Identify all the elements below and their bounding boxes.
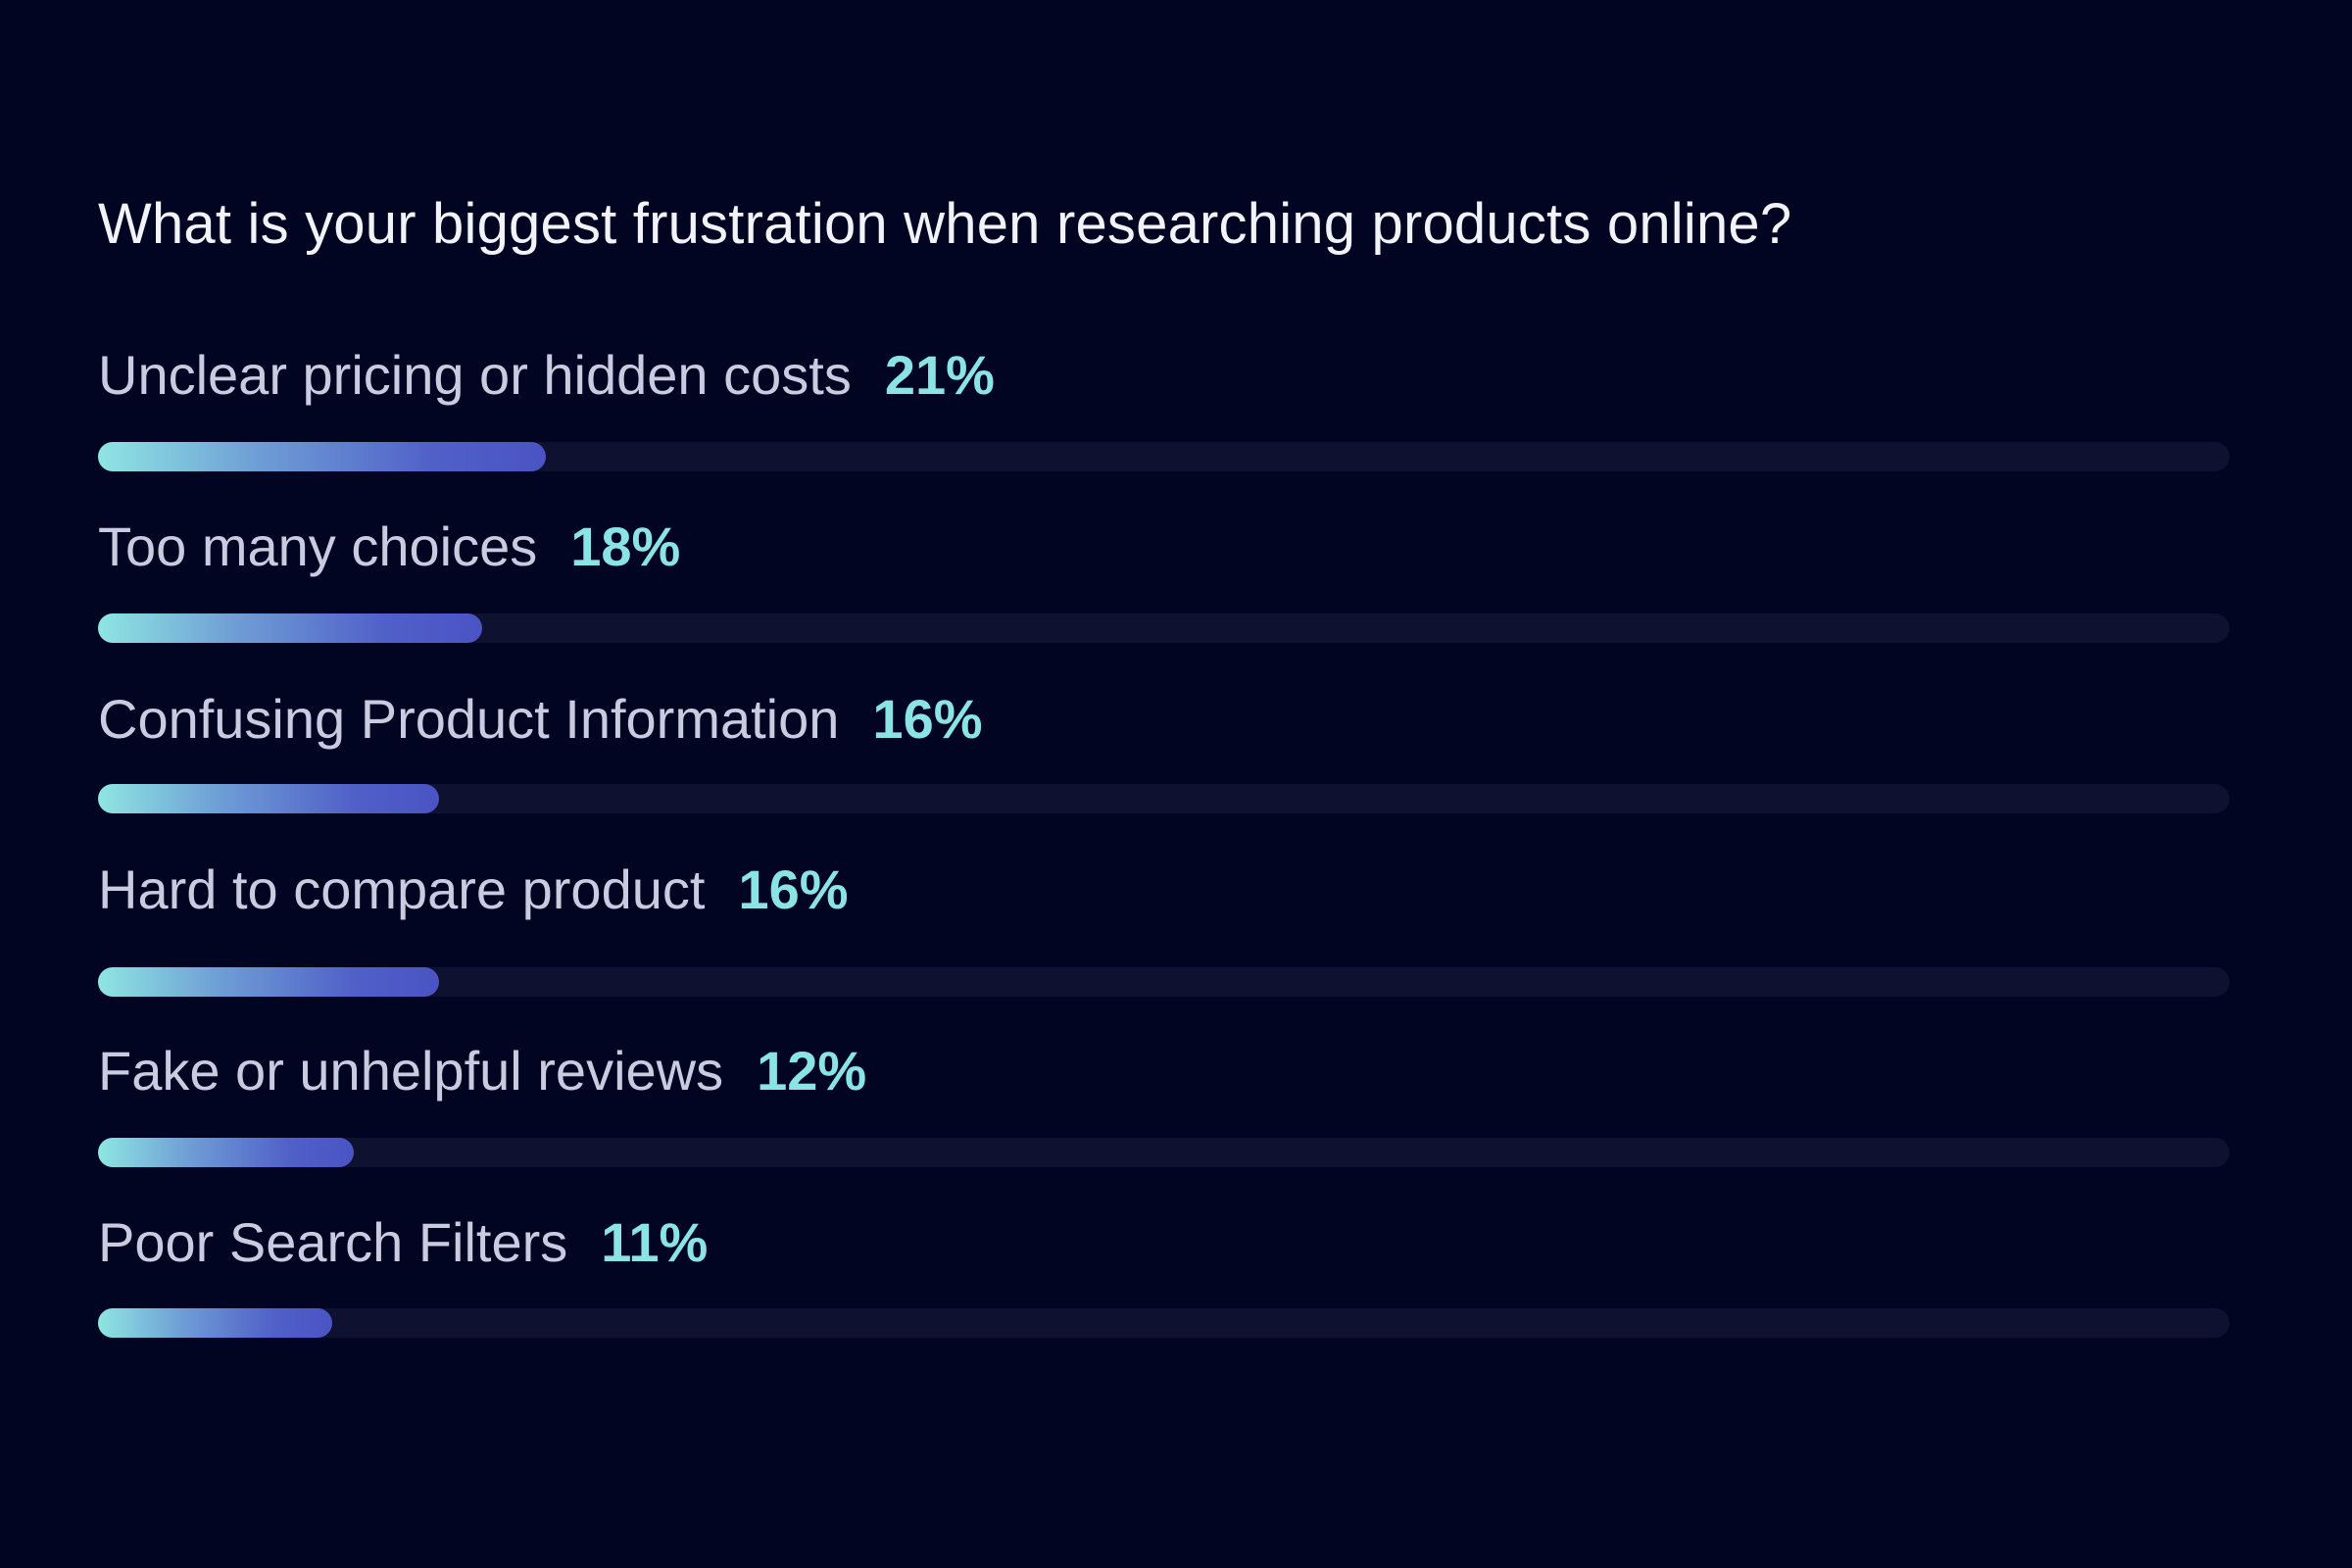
category-label: Too many choices	[98, 515, 538, 577]
row-label-fake-or-unhelpful-reviews: Fake or unhelpful reviews 12%	[98, 1044, 866, 1099]
value-label: 11%	[601, 1211, 709, 1273]
bar-track	[98, 967, 2230, 997]
row-label-poor-search-filters: Poor Search Filters 11%	[98, 1215, 708, 1270]
category-label: Confusing Product Information	[98, 688, 840, 750]
row-label-unclear-pricing-or-hidden-costs: Unclear pricing or hidden costs 21%	[98, 348, 995, 403]
row-label-too-many-choices: Too many choices 18%	[98, 519, 680, 574]
bar-unclear-pricing-or-hidden-costs	[98, 442, 546, 471]
value-label: 21%	[884, 344, 995, 406]
bar-too-many-choices	[98, 613, 482, 643]
value-label: 16%	[872, 688, 983, 750]
category-label: Fake or unhelpful reviews	[98, 1040, 724, 1102]
bar-track	[98, 613, 2230, 643]
bar-poor-search-filters	[98, 1308, 332, 1338]
category-label: Hard to compare product	[98, 858, 706, 920]
category-label: Unclear pricing or hidden costs	[98, 344, 852, 406]
value-label: 12%	[757, 1040, 867, 1102]
bar-hard-to-compare-product	[98, 967, 439, 997]
bar-track	[98, 784, 2230, 813]
chart-title: What is your biggest frustration when re…	[98, 192, 1792, 256]
bar-track	[98, 1138, 2230, 1167]
bar-track	[98, 1308, 2230, 1338]
row-label-hard-to-compare-product: Hard to compare product 16%	[98, 862, 849, 917]
bar-track	[98, 442, 2230, 471]
category-label: Poor Search Filters	[98, 1211, 568, 1273]
value-label: 18%	[570, 515, 681, 577]
value-label: 16%	[738, 858, 849, 920]
bar-fake-or-unhelpful-reviews	[98, 1138, 354, 1167]
bar-confusing-product-information	[98, 784, 439, 813]
row-label-confusing-product-information: Confusing Product Information 16%	[98, 692, 983, 747]
